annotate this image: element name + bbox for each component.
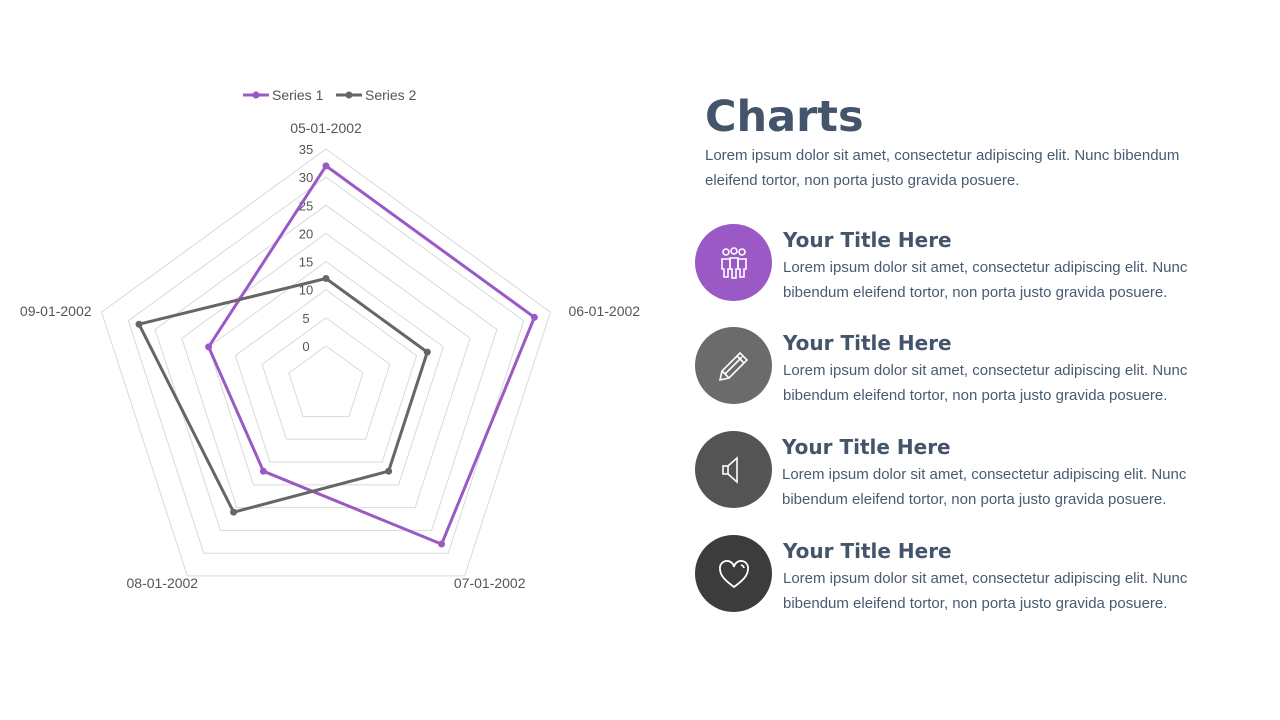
legend: Series 1 Series 2 bbox=[243, 87, 417, 103]
grid-ring bbox=[101, 148, 551, 577]
radial-tick-label: 10 bbox=[299, 283, 313, 298]
series-line bbox=[137, 277, 429, 514]
slide-intro: Lorem ipsum dolor sit amet, consectetur … bbox=[705, 147, 1180, 189]
series-point bbox=[385, 467, 393, 475]
series-point bbox=[423, 348, 431, 356]
feature-item: Your Title Here Lorem ipsum dolor sit am… bbox=[695, 535, 1195, 613]
series-point bbox=[259, 467, 267, 475]
grid-ring bbox=[208, 260, 444, 486]
item-title: Your Title Here bbox=[782, 435, 951, 459]
icon-circle bbox=[695, 535, 772, 612]
legend-marker bbox=[345, 91, 353, 99]
category-label: 06-01-2002 bbox=[568, 303, 640, 319]
grid-ring bbox=[181, 232, 471, 509]
people-icon bbox=[720, 246, 747, 279]
item-description: Lorem ipsum dolor sit amet, consectetur … bbox=[783, 362, 1188, 404]
slide-title: Charts bbox=[705, 92, 864, 142]
series-point bbox=[322, 162, 330, 170]
series-layer bbox=[135, 162, 538, 548]
feature-item: Your Title Here Lorem ipsum dolor sit am… bbox=[695, 327, 1195, 405]
radial-tick-label: 5 bbox=[302, 311, 309, 326]
legend-marker bbox=[252, 91, 260, 99]
category-labels: 05-01-2002 06-01-2002 07-01-2002 08-01-2002… bbox=[20, 120, 640, 591]
series-point bbox=[135, 320, 143, 328]
item-description: Lorem ipsum dolor sit amet, consectetur … bbox=[783, 259, 1188, 301]
radial-tick-label: 35 bbox=[299, 142, 313, 157]
heart-icon bbox=[718, 559, 749, 588]
grid-ring bbox=[154, 204, 498, 531]
radar-grid bbox=[101, 148, 551, 577]
grid-ring bbox=[127, 176, 525, 554]
speaker-icon bbox=[721, 455, 738, 484]
legend-label: Series 1 bbox=[272, 87, 324, 103]
grid-ring bbox=[261, 317, 391, 440]
series-point bbox=[230, 508, 238, 516]
radial-tick-label: 0 bbox=[302, 339, 309, 354]
item-description: Lorem ipsum dolor sit amet, consectetur … bbox=[782, 466, 1187, 508]
category-label: 05-01-2002 bbox=[290, 120, 362, 136]
category-label: 08-01-2002 bbox=[126, 575, 198, 591]
category-label: 07-01-2002 bbox=[454, 575, 526, 591]
radial-tick-label: 20 bbox=[299, 226, 313, 241]
radial-tick-label: 30 bbox=[299, 170, 313, 185]
series-point bbox=[438, 540, 446, 548]
series-point bbox=[530, 313, 538, 321]
radial-tick-label: 15 bbox=[299, 255, 313, 270]
series-line bbox=[207, 164, 536, 546]
feature-item: Your Title Here Lorem ipsum dolor sit am… bbox=[695, 224, 1195, 302]
category-label: 09-01-2002 bbox=[20, 303, 92, 319]
icon-circle bbox=[695, 327, 772, 404]
item-title: Your Title Here bbox=[783, 539, 952, 563]
icon-circle bbox=[695, 224, 772, 301]
item-title: Your Title Here bbox=[783, 331, 952, 355]
series-point bbox=[322, 274, 330, 282]
grid-ring bbox=[234, 289, 418, 463]
feature-item: Your Title Here Lorem ipsum dolor sit am… bbox=[695, 431, 1195, 509]
grid-ring bbox=[288, 345, 364, 418]
item-description: Lorem ipsum dolor sit amet, consectetur … bbox=[783, 570, 1188, 612]
pencil-icon bbox=[718, 351, 748, 381]
item-title: Your Title Here bbox=[783, 228, 952, 252]
icon-circle bbox=[695, 431, 772, 508]
series-point bbox=[205, 343, 213, 351]
legend-label: Series 2 bbox=[365, 87, 417, 103]
